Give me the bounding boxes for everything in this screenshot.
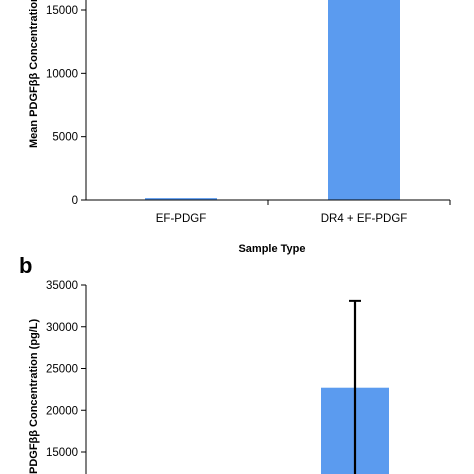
chart-a-category-label: EF-PDGF [156, 213, 206, 225]
panel-label-b: b [19, 253, 32, 278]
chart-b-y-tick-label: 20000 [46, 405, 78, 417]
chart-a-category-label: DR4 + EF-PDGF [321, 213, 408, 225]
chart-b-y-axis-title: PDGFββ Concentration (pg/L) [28, 318, 40, 474]
chart-b: 15000 20000 25000 30000 35000 PDGFββ Concent… [28, 280, 389, 474]
chart-a-bar [328, 0, 400, 201]
chart-a-bar [145, 198, 217, 200]
chart-a-y-tick-label: 5000 [52, 132, 78, 144]
chart-a-y-tick-label: 10000 [46, 68, 78, 80]
chart-a-y-ticks: 0 5000 10000 15000 [46, 5, 86, 207]
chart-b-y-tick-label: 30000 [46, 322, 78, 334]
chart-b-y-tick-label: 25000 [46, 364, 78, 376]
chart-b-y-tick-label: 35000 [46, 280, 78, 292]
chart-a-bars [145, 0, 400, 201]
chart-a-y-axis-title: Mean PDGFββ Concentration [28, 0, 40, 148]
chart-a-y-tick-label: 15000 [46, 5, 78, 17]
chart-a-x-axis-title: Sample Type [238, 243, 305, 255]
chart-b-bars [321, 299, 389, 474]
chart-a: 0 5000 10000 15000 EF-PDGF DR4 + EF-PDGF Sam… [28, 0, 451, 255]
chart-b-y-tick-label: 15000 [46, 447, 78, 459]
chart-a-y-tick-label: 0 [72, 195, 78, 207]
chart-b-y-ticks: 15000 20000 25000 30000 35000 [46, 280, 86, 459]
chart-a-category-labels: EF-PDGF DR4 + EF-PDGF [156, 200, 451, 225]
